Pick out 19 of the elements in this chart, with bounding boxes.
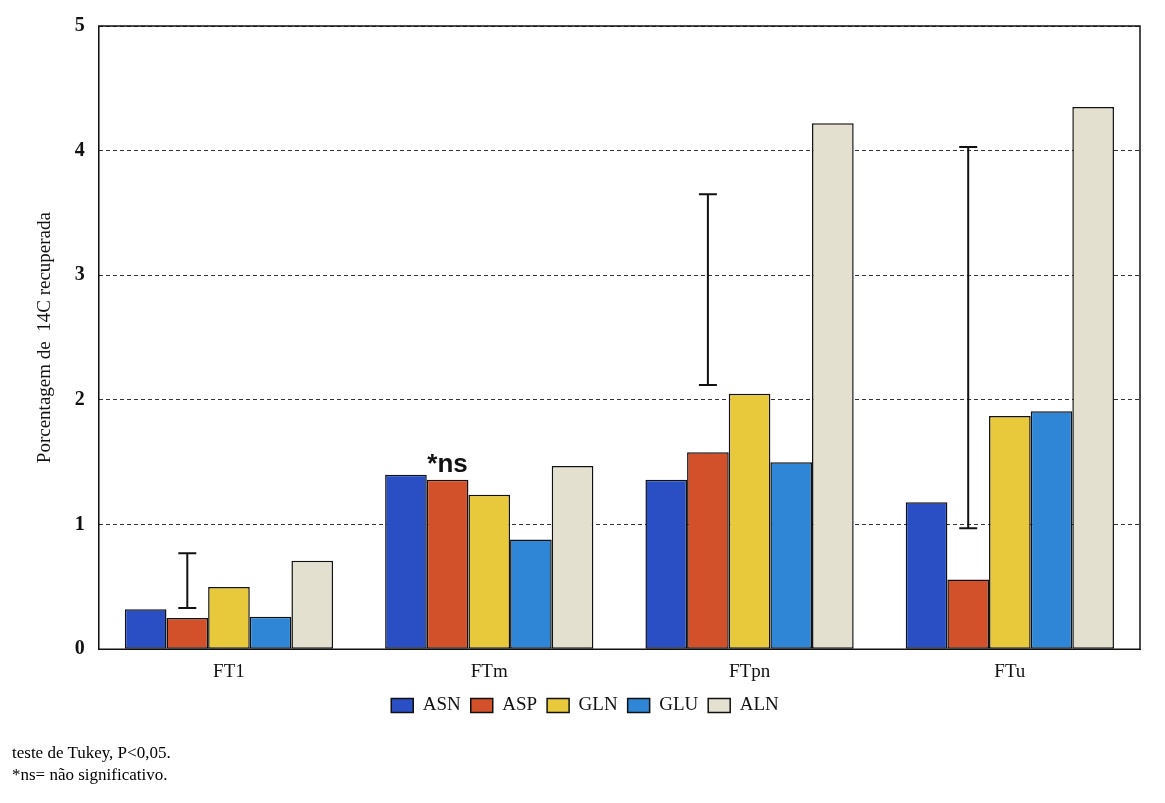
x-tick-label: FTpn: [728, 659, 771, 681]
text: teste de Tukey, P<0,05.: [12, 742, 171, 764]
y-tick-label: 0: [74, 636, 85, 659]
text: *ns= não significativo.: [12, 764, 169, 786]
x-tick-label: FTu: [994, 659, 1026, 681]
legend-label: GLU: [659, 693, 699, 715]
x-tick-label: FT1: [213, 659, 245, 681]
y-tick-label: 2: [74, 387, 85, 410]
legend-label: ASP: [502, 693, 538, 715]
legend-label: ASN: [422, 693, 462, 715]
y-tick-label: 3: [74, 262, 85, 285]
y-tick-label: 4: [74, 137, 85, 160]
y-tick-label: 5: [74, 13, 85, 36]
legend-label: GLN: [578, 693, 618, 715]
y-tick-label: 1: [74, 511, 85, 534]
annotation: *ns: [427, 447, 468, 478]
x-tick-label: FTm: [470, 659, 508, 681]
legend-label: ALN: [739, 693, 780, 715]
y-axis-title: Porcentagem de 14C recuperada: [33, 211, 55, 464]
